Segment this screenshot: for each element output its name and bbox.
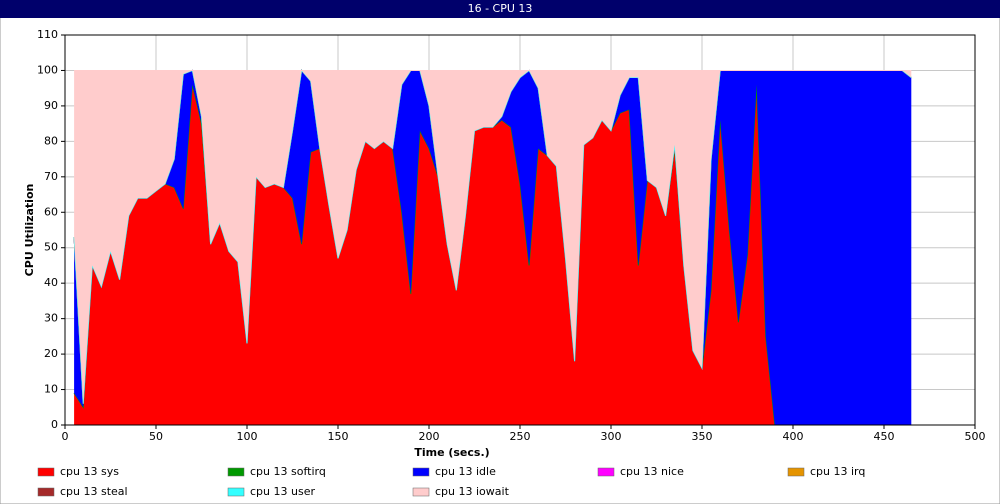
legend-label: cpu 13 sys xyxy=(60,465,119,478)
x-axis-label: Time (secs.) xyxy=(414,446,489,459)
legend-swatch xyxy=(597,467,615,477)
area xyxy=(74,84,912,426)
x-tick-label: 450 xyxy=(874,430,895,443)
y-tick-label: 110 xyxy=(37,28,58,41)
x-tick-label: 100 xyxy=(237,430,258,443)
area xyxy=(74,70,912,404)
legend-label: cpu 13 iowait xyxy=(435,485,510,498)
title-bar xyxy=(0,0,1000,18)
y-tick-label: 20 xyxy=(44,347,58,360)
y-tick-label: 100 xyxy=(37,63,58,76)
legend-label: cpu 13 softirq xyxy=(250,465,326,478)
x-tick-label: 300 xyxy=(601,430,622,443)
legend-swatch xyxy=(227,487,245,497)
y-tick-label: 70 xyxy=(44,170,58,183)
axes: 0 10 20 30 40 50 60 70 80 90 100 110 0 50 100 150 200 250… xyxy=(37,28,986,443)
area xyxy=(74,70,912,426)
y-tick-label: 0 xyxy=(51,418,58,431)
x-tick-label: 150 xyxy=(328,430,349,443)
y-tick-label: 90 xyxy=(44,99,58,112)
legend-swatch xyxy=(412,467,430,477)
plot-border xyxy=(64,34,976,426)
x-tick-label: 50 xyxy=(149,430,163,443)
legend-label: cpu 13 user xyxy=(250,485,315,498)
legend-swatch xyxy=(227,467,245,477)
legend-label: cpu 13 idle xyxy=(435,465,496,478)
y-tick-label: 10 xyxy=(44,383,58,396)
plot xyxy=(73,69,912,426)
y-axis-label: CPU Utilization xyxy=(23,184,36,277)
legend-label: cpu 13 irq xyxy=(810,465,865,478)
y-tick-label: 60 xyxy=(44,205,58,218)
legend-swatch xyxy=(37,467,55,477)
legend-swatch xyxy=(37,487,55,497)
window-title: 16 - CPU 13 xyxy=(468,2,533,15)
legend-swatch xyxy=(412,487,430,497)
y-tick-label: 80 xyxy=(44,134,58,147)
y-tick-label: 40 xyxy=(44,276,58,289)
x-tick-label: 500 xyxy=(965,430,986,443)
x-tick-label: 0 xyxy=(62,430,69,443)
legend: cpu 13 sys cpu 13 softirq cpu 13 idle cpu 1… xyxy=(37,465,865,498)
legend-swatch xyxy=(787,467,805,477)
legend-label: cpu 13 steal xyxy=(60,485,128,498)
y-tick-label: 50 xyxy=(44,241,58,254)
x-tick-label: 250 xyxy=(510,430,531,443)
x-tick-label: 200 xyxy=(419,430,440,443)
x-tick-label: 350 xyxy=(692,430,713,443)
legend-label: cpu 13 nice xyxy=(620,465,684,478)
y-tick-label: 30 xyxy=(44,312,58,325)
x-tick-label: 400 xyxy=(783,430,804,443)
